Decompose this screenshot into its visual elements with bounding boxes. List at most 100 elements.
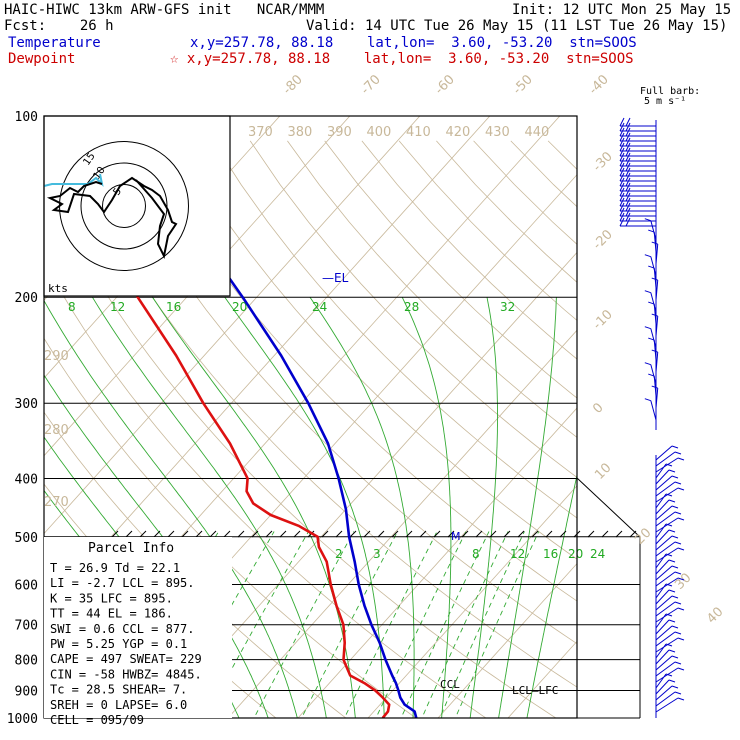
pressure-label: 500 [15, 531, 38, 546]
barb-legend-line2: 5 m s⁻¹ [644, 96, 686, 107]
dry-adiabat-line [63, 140, 577, 688]
wind-barb [655, 595, 673, 611]
freezing-level-tick [349, 530, 357, 538]
wind-barb-flag [648, 337, 655, 341]
parcel-info-row: CELL = 095/09 [50, 713, 144, 727]
freezing-level-tick [209, 530, 217, 538]
freezing-level-tick [503, 530, 511, 538]
wind-barb-flag [644, 362, 651, 366]
mixing-ratio-line [400, 531, 490, 718]
wind-barb [655, 487, 679, 503]
wind-barb-flag [625, 197, 631, 207]
wind-barb [655, 547, 679, 563]
moist-adiabat-line [498, 297, 557, 718]
wind-barb [655, 643, 667, 659]
freezing-level-tick [489, 530, 497, 538]
dry-adiabat-line [287, 140, 577, 438]
wind-barb-flag [625, 187, 631, 197]
wind-barb-flag [619, 137, 625, 147]
org-name: NCAR/MMM [256, 2, 325, 18]
wind-barb [655, 553, 667, 569]
wind-barb-flag [674, 541, 682, 545]
freezing-level-tick [531, 530, 539, 538]
wind-barb-flag [625, 157, 631, 167]
wind-barb-flag [668, 559, 676, 563]
wind-barb [655, 691, 676, 707]
mixing-ratio-label: 2 [335, 547, 343, 561]
wind-barb [655, 685, 673, 701]
wind-barb-flag [651, 385, 658, 389]
pressure-label: 400 [15, 472, 38, 487]
moist-adiabat-line [44, 299, 298, 718]
wind-barb-flag [671, 595, 679, 599]
wind-barb [655, 649, 670, 665]
wind-barb-flag [665, 583, 673, 587]
wind-barb-flag [668, 499, 676, 503]
wind-barb-flag [619, 197, 625, 207]
moist-adiabat-line [526, 472, 577, 718]
freezing-level-tick [391, 530, 399, 538]
theta-label: 440 [525, 125, 550, 140]
wind-barb-flag [677, 577, 685, 581]
dry-adiabat-line [44, 179, 557, 718]
wind-barb-flag [668, 589, 676, 593]
wind-barb-flag [671, 565, 679, 569]
dry-adiabat-line [324, 140, 577, 399]
isotherm-label: -60 [432, 72, 458, 98]
isotherm-label: -80 [280, 72, 306, 98]
mixing-ratio-label: 12 [510, 547, 525, 561]
wind-barb-flag [619, 192, 625, 202]
wind-barb-flag [671, 535, 679, 539]
dry-adiabat-line [510, 140, 577, 208]
isotherm-line [0, 103, 12, 731]
parcel-info-row: CAPE = 497 SWEAT= 229 [50, 652, 202, 666]
m-label: M [451, 530, 461, 543]
wind-barb-flag [625, 162, 631, 172]
wind-barb [655, 673, 667, 689]
theta-label: 280 [44, 423, 69, 438]
isotherm-label: -70 [358, 72, 384, 98]
isotherm-line [507, 640, 577, 718]
wind-barb-flag [625, 152, 631, 162]
parcel-info-title: Parcel Info [88, 541, 174, 556]
hodograph-ring-label: 5 [111, 186, 124, 198]
freezing-level-tick [433, 530, 441, 538]
isotherm-line [637, 103, 740, 731]
wind-barb-flag [677, 667, 685, 671]
mixing-ratio-label: 20 [568, 547, 583, 561]
isotherm-label: -10 [590, 307, 616, 333]
wind-barb-flag [619, 212, 625, 222]
freezing-level-tick [153, 530, 161, 538]
mixing-ratio-line [253, 531, 355, 718]
wind-barb [655, 475, 673, 491]
freezing-level-tick [517, 530, 525, 538]
freezing-level-tick [293, 530, 301, 538]
dry-adiabat-line [138, 140, 577, 602]
wind-barb [655, 667, 679, 683]
wind-barb [650, 256, 657, 277]
isotherm-label: 10 [592, 461, 614, 483]
wind-barb-flag [625, 202, 631, 212]
wind-barb [655, 469, 670, 485]
wind-barb [650, 364, 657, 385]
init-time: Init: 12 UTC Mon 25 May 15 [512, 2, 732, 18]
dry-adiabat-line [44, 260, 487, 718]
temperature-location: x,y=257.78, 88.18 lat,lon= 3.60, -53.20 … [190, 35, 637, 51]
isotherm-line [44, 116, 491, 612]
el-label: —EL [322, 271, 349, 285]
theta-label: 410 [406, 125, 431, 140]
wind-barb-flag [619, 167, 625, 177]
wind-barb-flag [677, 697, 685, 701]
isotherm-line [567, 103, 740, 731]
wind-barb-flag [674, 451, 682, 455]
isotherm-line [437, 562, 577, 718]
wind-barb-flag [677, 517, 685, 521]
wind-barb [655, 481, 676, 497]
freezing-level-tick [251, 530, 259, 538]
isotherm-label: 40 [704, 605, 726, 627]
wind-barb [655, 535, 673, 551]
wind-barb-flag [625, 137, 631, 147]
wind-barb-flag [619, 177, 625, 187]
wind-barb-flag [625, 167, 631, 177]
wind-barb-flag [619, 157, 625, 167]
